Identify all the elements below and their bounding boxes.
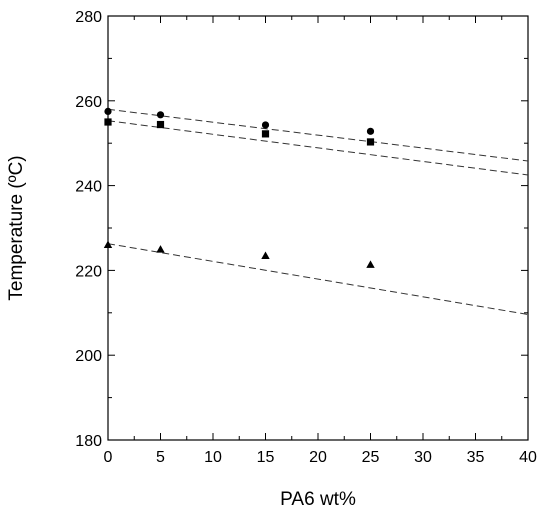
y-tick-label: 180 [75, 433, 102, 450]
fit-line-circle [107, 108, 529, 162]
x-tick-label: 5 [156, 449, 165, 466]
y-tick-label: 220 [75, 263, 102, 280]
x-axis: 0 5 10 15 20 25 30 35 40 [104, 16, 537, 466]
x-tick-label: 40 [519, 449, 537, 466]
x-tick-label: 15 [257, 449, 275, 466]
data-point-square [261, 130, 270, 138]
data-point-square [366, 138, 375, 146]
x-tick-label: 25 [362, 449, 380, 466]
data-point-circle [104, 107, 112, 115]
y-tick-label: 280 [75, 9, 102, 26]
y-tick-label: 240 [75, 179, 102, 196]
data-point-square [104, 118, 112, 126]
fit-lines [107, 108, 529, 315]
x-axis-title: PA6 wt% [280, 489, 356, 510]
y-axis-title: Temperature (ºC) [6, 155, 27, 300]
x-tick-label: 0 [104, 449, 113, 466]
data-point-triangle [261, 251, 270, 259]
data-point-triangle [156, 245, 165, 253]
x-tick-label: 10 [204, 449, 222, 466]
data-points [103, 107, 375, 268]
x-tick-label: 20 [309, 449, 327, 466]
data-point-circle [261, 121, 270, 129]
data-point-square [156, 120, 165, 129]
y-tick-label: 200 [75, 348, 102, 365]
fit-line-square [107, 120, 529, 176]
fit-line-triangle [107, 243, 529, 315]
data-point-triangle [366, 260, 375, 268]
data-point-triangle [103, 240, 113, 248]
y-tick-label: 260 [75, 94, 102, 111]
x-tick-label: 30 [414, 449, 432, 466]
y-axis: 180 200 220 240 260 280 [75, 9, 528, 450]
data-point-circle [366, 127, 375, 135]
x-tick-label: 35 [467, 449, 485, 466]
plot-frame [107, 15, 529, 441]
data-point-circle [156, 111, 165, 119]
